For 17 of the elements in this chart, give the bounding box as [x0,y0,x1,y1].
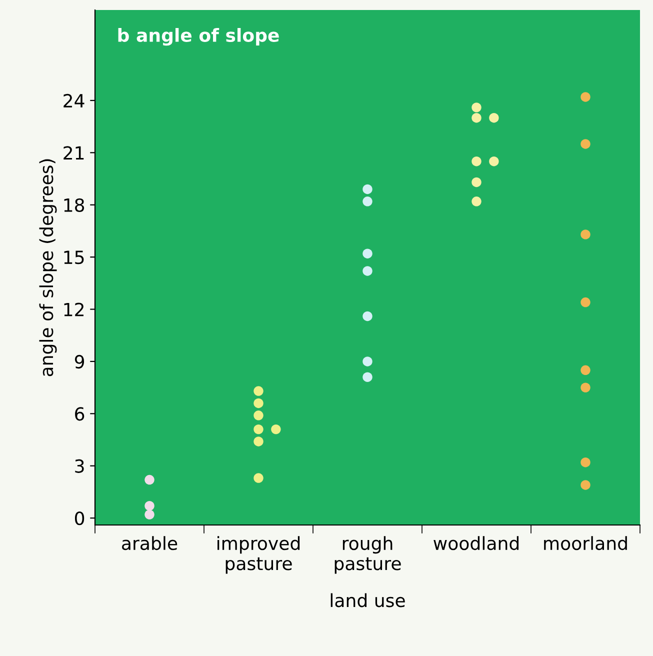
text: b angle of slope [118,28,279,46]
x-tick-label: improved pasture [218,536,300,574]
y-axis-title: angle of slope (degrees) [39,159,57,376]
x-tick-label: rough pasture [334,536,401,574]
x-tick-label: moorland [544,536,627,550]
y-tick-label: 9 [74,354,84,369]
y-tick-label: 12 [64,302,84,316]
y-tick-label: 21 [64,146,84,160]
y-tick-label: 0 [74,512,84,526]
y-tick-label: 15 [64,250,84,264]
y-tick-label: 24 [64,94,84,108]
y-tick-label: 18 [64,198,84,212]
x-tick-label: arable [122,536,178,550]
y-tick-label: 3 [75,459,84,473]
x-axis-title: land use [330,593,405,608]
x-tick-label: woodland [434,536,519,550]
y-tick-label: 6 [75,407,84,421]
